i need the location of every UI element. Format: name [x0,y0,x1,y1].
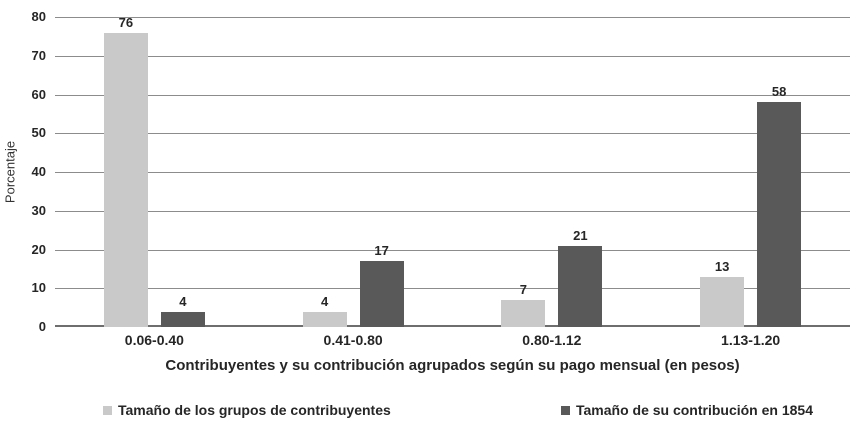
x-axis-line [55,325,850,327]
bar-with-label: 4 [160,293,205,327]
bar-value-label: 7 [519,281,527,297]
y-tick-label: 80 [31,9,46,24]
bar-group: 76 4 [103,14,205,327]
bar-groups: 76 4 4 17 7 21 13 58 [55,0,850,327]
bar-with-label: 13 [700,258,745,327]
legend-label: Tamaño de su contribución en 1854 [575,402,813,418]
y-tick-label: 30 [31,202,46,218]
legend-item: Tamaño de su contribución en 1854 [560,402,813,418]
bar-value-label: 4 [179,293,187,309]
bar [103,32,148,327]
gridline [55,210,850,212]
x-tick-label: 0.80-1.12 [522,332,582,348]
x-axis-title: Contribuyentes y su contribución agrupad… [165,357,740,374]
plot-area: 76 4 4 17 7 21 13 58 [55,15,850,327]
y-tick-label: 10 [31,280,46,296]
legend-item: Tamaño de los grupos de contribuyentes [103,402,391,418]
bar-value-label: 13 [714,258,730,274]
bar-with-label: 4 [302,293,347,327]
bar [558,245,603,327]
gridline [55,133,850,135]
x-tick-label: 0.41-0.80 [323,332,383,348]
bar-with-label: 76 [103,14,148,327]
legend-label: Tamaño de los grupos de contribuyentes [118,402,391,418]
bar-value-label: 21 [573,227,588,243]
bar [302,311,347,327]
bar-group: 7 21 [501,227,603,327]
legend-swatch-icon [103,405,112,415]
bar-value-label: 4 [321,293,329,309]
y-tick-label: 20 [31,241,46,257]
chart-legend: Tamaño de los grupos de contribuyentes Ta… [103,402,813,418]
bar [501,299,546,327]
gridline [55,94,850,96]
gridline [55,17,850,18]
y-tick-label: 0 [38,319,46,334]
bar-with-label: 17 [359,243,404,327]
bar [160,311,205,327]
y-tick-label: 50 [31,125,46,141]
y-tick-label: 40 [31,164,46,179]
x-tick-label: 0.06-0.40 [124,332,184,348]
gridline [55,288,850,290]
bar-group: 13 58 [700,84,802,327]
y-axis-tick-labels: 0 10 20 30 40 50 60 70 80 [0,9,46,334]
gridline [55,55,850,57]
gridline [55,172,850,173]
bar [700,276,745,327]
legend-swatch-icon [560,405,570,415]
gridline [55,249,850,251]
bar-value-label: 76 [118,14,134,30]
bar-group: 4 17 [302,243,404,327]
bar [359,261,404,327]
y-tick-label: 60 [31,86,46,102]
bar-with-label: 7 [501,281,546,327]
bar-value-label: 17 [374,243,389,259]
bar-with-label: 58 [757,84,802,327]
y-tick-label: 70 [31,47,46,63]
x-axis-tick-labels: 0.06-0.40 0.41-0.80 0.80-1.12 1.13-1.20 [55,332,850,348]
x-tick-label: 1.13-1.20 [721,332,781,348]
bar [757,102,802,327]
bar-value-label: 58 [771,84,787,100]
bar-with-label: 21 [558,227,603,327]
